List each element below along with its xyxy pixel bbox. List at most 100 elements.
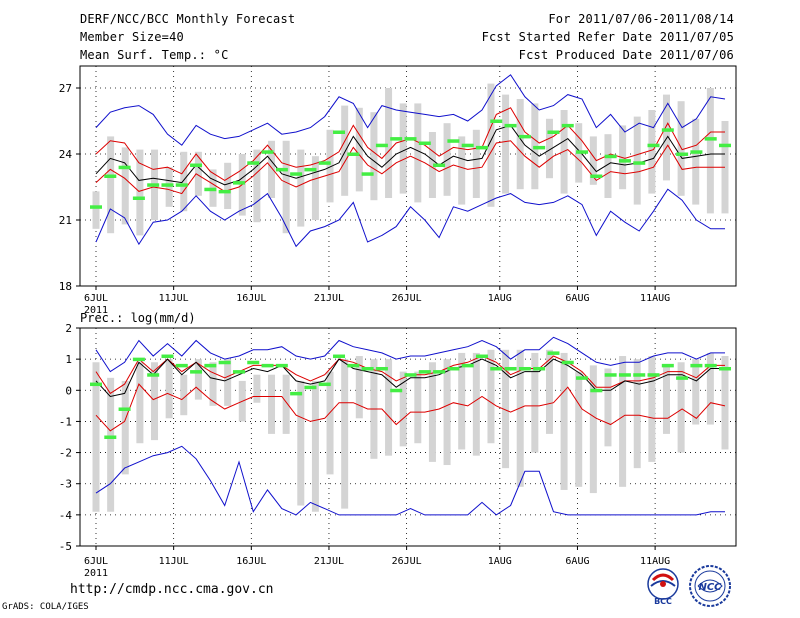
member-range-bar [253, 149, 261, 223]
member-range-bar [209, 362, 217, 406]
observation-marker [561, 360, 574, 365]
observation-marker [175, 183, 188, 187]
observation-marker [304, 167, 317, 172]
forecast-produced-label: Fcst Produced Date 2011/07/06 [518, 48, 734, 62]
member-range-bar [414, 371, 422, 444]
member-range-bar [458, 352, 466, 450]
observation-marker [404, 373, 417, 377]
observation-marker [361, 366, 374, 371]
member-range-bar [399, 103, 407, 194]
y-tick-label: -4 [59, 509, 73, 522]
y-tick-label: 0 [65, 384, 72, 397]
x-tick-label: 11AUG [640, 293, 670, 304]
member-range-bar [633, 359, 641, 469]
member-range-bar [282, 140, 290, 234]
observation-marker [504, 123, 517, 128]
observation-marker [118, 165, 131, 170]
member-range-bar [443, 123, 451, 196]
series-max-line [95, 336, 725, 373]
observation-marker [490, 366, 503, 371]
member-range-bar [604, 134, 612, 198]
member-range-bar [502, 349, 510, 469]
observation-marker [676, 152, 689, 156]
observation-marker [704, 363, 717, 368]
observation-marker [247, 161, 260, 165]
member-range-bar [253, 374, 261, 403]
observation-marker [633, 161, 646, 165]
observation-marker [518, 366, 531, 371]
member-range-bar [502, 94, 510, 194]
member-range-bar [399, 371, 407, 447]
member-range-bar [326, 371, 334, 475]
observation-marker [690, 363, 703, 368]
observation-marker [204, 363, 217, 368]
observation-marker [475, 354, 488, 359]
member-range-bar [282, 374, 290, 434]
source-url[interactable]: http://cmdp.ncc.cma.gov.cn [70, 582, 274, 597]
member-range-bar [706, 352, 714, 425]
member-range-bar [662, 94, 670, 181]
observation-marker [161, 354, 174, 359]
panel-title: Prec.: log(mm/d) [80, 311, 196, 325]
member-range-bar [107, 136, 115, 234]
observation-marker [647, 373, 660, 377]
observation-marker [247, 360, 260, 365]
member-range-bar [136, 149, 144, 236]
observation-marker [461, 143, 474, 148]
observation-marker [275, 167, 288, 172]
x-tick-label: 11AUG [640, 556, 670, 567]
member-range-bar [458, 136, 466, 205]
observation-marker [590, 174, 603, 178]
observation-marker [132, 357, 145, 362]
member-range-bar [194, 151, 202, 196]
observation-marker [661, 128, 674, 132]
y-tick-label: 2 [65, 322, 72, 335]
x-tick-label: 6JUL [84, 556, 108, 567]
member-range-bar [648, 110, 656, 194]
observation-marker [461, 363, 474, 368]
observation-marker [533, 366, 546, 371]
variable-label: Mean Surf. Temp.: °C [80, 48, 229, 62]
member-range-bar [355, 356, 363, 419]
observation-marker [447, 139, 460, 143]
y-tick-label: -5 [59, 540, 72, 553]
member-range-bar [721, 356, 729, 450]
observation-marker [647, 143, 660, 148]
series-max-line [95, 74, 726, 146]
observation-marker [261, 363, 274, 368]
member-range-bar [487, 83, 495, 207]
member-range-bar [341, 105, 349, 196]
member-range-bar [516, 99, 524, 190]
member-range-bar [136, 362, 144, 444]
member-range-bar [487, 349, 495, 444]
observation-marker [504, 366, 517, 371]
member-range-bar [589, 136, 597, 185]
observation-marker [132, 196, 145, 200]
observation-marker [618, 373, 631, 377]
member-range-bar [692, 118, 700, 205]
member-range-bar [194, 359, 202, 400]
bcc-logo-text: BCC [654, 597, 672, 606]
member-range-bar [268, 140, 276, 198]
member-range-bar [472, 352, 480, 456]
member-range-bar [604, 368, 612, 447]
member-range-bar [648, 356, 656, 462]
member-range-bar [575, 371, 583, 487]
x-tick-label: 6AUG [565, 556, 589, 567]
x-tick-label: 1AUG [488, 556, 512, 567]
member-range-bar [692, 359, 700, 425]
x-year-label: 2011 [84, 568, 108, 579]
member-range-bar [516, 349, 524, 487]
member-range-bar [180, 374, 188, 416]
forecast-start-label: Fcst Started Refer Date 2011/07/05 [481, 30, 734, 44]
x-tick-label: 21JUL [314, 556, 344, 567]
y-tick-label: 21 [59, 214, 72, 227]
observation-marker [661, 363, 674, 368]
member-size-label: Member Size=40 [80, 30, 184, 44]
observation-marker [719, 366, 731, 371]
member-range-bar [385, 88, 393, 198]
observation-marker [433, 163, 446, 167]
x-tick-label: 6AUG [565, 293, 589, 304]
